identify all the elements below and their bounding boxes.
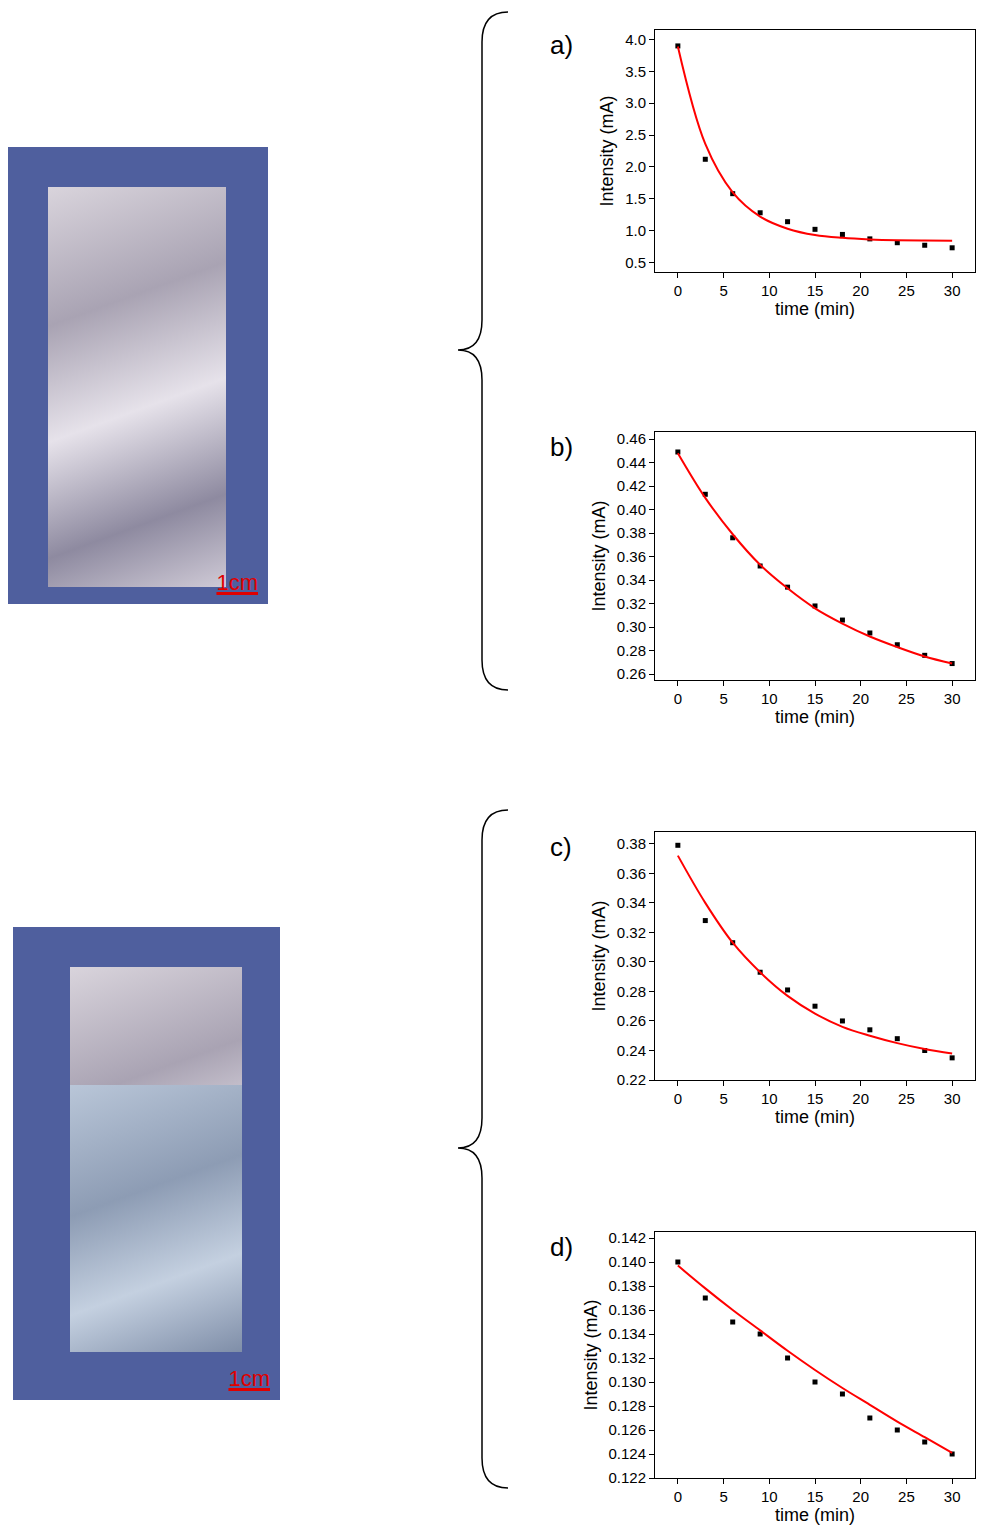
svg-text:15: 15 — [807, 1488, 824, 1505]
svg-text:20: 20 — [852, 690, 869, 707]
svg-text:time (min): time (min) — [775, 1505, 855, 1525]
svg-text:5: 5 — [719, 282, 727, 299]
svg-text:Intensity (mA): Intensity (mA) — [581, 1299, 601, 1410]
svg-text:0.26: 0.26 — [617, 665, 646, 682]
svg-text:25: 25 — [898, 690, 915, 707]
svg-text:d): d) — [550, 1232, 573, 1262]
svg-text:0.42: 0.42 — [617, 477, 646, 494]
svg-text:0.32: 0.32 — [617, 595, 646, 612]
svg-text:0: 0 — [674, 1090, 682, 1107]
svg-text:0.130: 0.130 — [608, 1373, 646, 1390]
svg-text:0.122: 0.122 — [608, 1469, 646, 1486]
svg-text:3.5: 3.5 — [625, 63, 646, 80]
svg-text:0.28: 0.28 — [617, 983, 646, 1000]
svg-text:0.124: 0.124 — [608, 1445, 646, 1462]
svg-text:0.40: 0.40 — [617, 501, 646, 518]
svg-text:0.24: 0.24 — [617, 1042, 646, 1059]
svg-text:10: 10 — [761, 282, 778, 299]
svg-text:Intensity (mA): Intensity (mA) — [589, 900, 609, 1011]
svg-text:0.38: 0.38 — [617, 524, 646, 541]
svg-text:5: 5 — [719, 1488, 727, 1505]
svg-text:0.140: 0.140 — [608, 1253, 646, 1270]
svg-text:20: 20 — [852, 1090, 869, 1107]
svg-text:0.22: 0.22 — [617, 1071, 646, 1088]
html-text:1cm: 1cm — [228, 1366, 270, 1391]
svg-text:30: 30 — [944, 1090, 961, 1107]
svg-text:c): c) — [550, 832, 572, 862]
svg-text:2.0: 2.0 — [625, 158, 646, 175]
svg-text:0: 0 — [674, 282, 682, 299]
svg-text:0: 0 — [674, 690, 682, 707]
svg-text:15: 15 — [807, 1090, 824, 1107]
svg-text:0.30: 0.30 — [617, 953, 646, 970]
svg-text:20: 20 — [852, 282, 869, 299]
svg-text:time (min): time (min) — [775, 299, 855, 319]
svg-text:5: 5 — [719, 690, 727, 707]
svg-text:15: 15 — [807, 690, 824, 707]
svg-text:0.26: 0.26 — [617, 1012, 646, 1029]
svg-text:0: 0 — [674, 1488, 682, 1505]
svg-text:0.128: 0.128 — [608, 1397, 646, 1414]
svg-text:time (min): time (min) — [775, 1107, 855, 1127]
svg-text:0.126: 0.126 — [608, 1421, 646, 1438]
svg-text:30: 30 — [944, 282, 961, 299]
svg-text:20: 20 — [852, 1488, 869, 1505]
svg-text:Intensity (mA): Intensity (mA) — [589, 500, 609, 611]
svg-text:b): b) — [550, 432, 573, 462]
svg-text:10: 10 — [761, 1488, 778, 1505]
svg-text:0.44: 0.44 — [617, 454, 646, 471]
svg-text:30: 30 — [944, 1488, 961, 1505]
svg-text:15: 15 — [807, 282, 824, 299]
svg-text:30: 30 — [944, 690, 961, 707]
svg-text:0.30: 0.30 — [617, 618, 646, 635]
svg-text:4.0: 4.0 — [625, 31, 646, 48]
svg-text:time (min): time (min) — [775, 707, 855, 727]
svg-text:a): a) — [550, 30, 573, 60]
svg-text:1.5: 1.5 — [625, 190, 646, 207]
svg-text:0.132: 0.132 — [608, 1349, 646, 1366]
svg-text:0.46: 0.46 — [617, 430, 646, 447]
svg-text:2.5: 2.5 — [625, 126, 646, 143]
svg-text:0.5: 0.5 — [625, 254, 646, 271]
svg-text:10: 10 — [761, 1090, 778, 1107]
html-text:1cm: 1cm — [216, 570, 258, 595]
svg-text:10: 10 — [761, 690, 778, 707]
svg-text:0.142: 0.142 — [608, 1229, 646, 1246]
svg-text:0.134: 0.134 — [608, 1325, 646, 1342]
svg-text:Intensity (mA): Intensity (mA) — [597, 95, 617, 206]
svg-text:0.32: 0.32 — [617, 924, 646, 941]
svg-text:0.28: 0.28 — [617, 642, 646, 659]
svg-text:25: 25 — [898, 1090, 915, 1107]
svg-text:0.34: 0.34 — [617, 571, 646, 588]
svg-text:3.0: 3.0 — [625, 94, 646, 111]
svg-text:0.36: 0.36 — [617, 548, 646, 565]
svg-text:1.0: 1.0 — [625, 222, 646, 239]
svg-text:0.138: 0.138 — [608, 1277, 646, 1294]
svg-text:25: 25 — [898, 1488, 915, 1505]
svg-text:0.34: 0.34 — [617, 894, 646, 911]
svg-text:25: 25 — [898, 282, 915, 299]
svg-text:5: 5 — [719, 1090, 727, 1107]
svg-text:0.136: 0.136 — [608, 1301, 646, 1318]
svg-text:0.38: 0.38 — [617, 835, 646, 852]
svg-text:0.36: 0.36 — [617, 865, 646, 882]
